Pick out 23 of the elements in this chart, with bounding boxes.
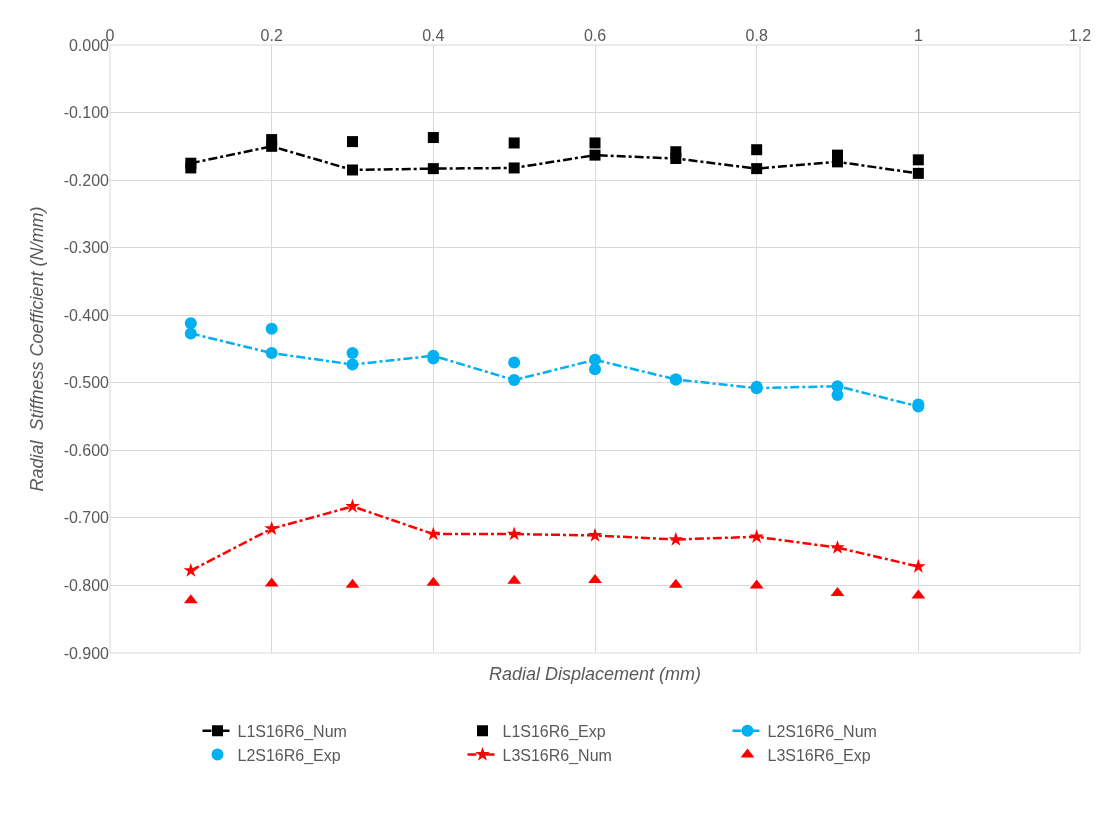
legend-label: L1S16R6_Exp [502,722,606,741]
y-tick-label: -0.900 [63,644,110,662]
y-tick-label: -0.800 [63,577,110,595]
legend-label: L3S16R6_Num [502,746,612,765]
x-tick-label: 1.2 [1068,26,1092,44]
y-axis-title: Radial Stiffness Coefficient (N/mm) [26,206,47,492]
x-tick-label: 0.2 [260,26,283,44]
y-tick-label: -0.600 [63,441,110,459]
y-tick-label: -0.400 [63,306,110,324]
x-axis-title: Radial Displacement (mm) [489,664,702,684]
legend-label: L1S16R6_Num [237,722,347,741]
legend-label: L2S16R6_Exp [237,746,341,765]
x-tick-label: 1 [913,26,923,44]
legend-label: L3S16R6_Exp [767,746,871,765]
y-tick-label: -0.300 [63,239,110,257]
x-tick-label: 0.4 [422,26,445,44]
y-tick-label: -0.500 [63,374,110,392]
y-tick-label: -0.200 [63,171,110,189]
x-tick-label: 0.6 [583,26,607,44]
x-tick-label: 0.8 [745,26,768,44]
y-tick-label: -0.700 [63,509,110,527]
legend-label: L2S16R6_Num [767,722,877,741]
y-tick-label: -0.100 [63,104,110,122]
